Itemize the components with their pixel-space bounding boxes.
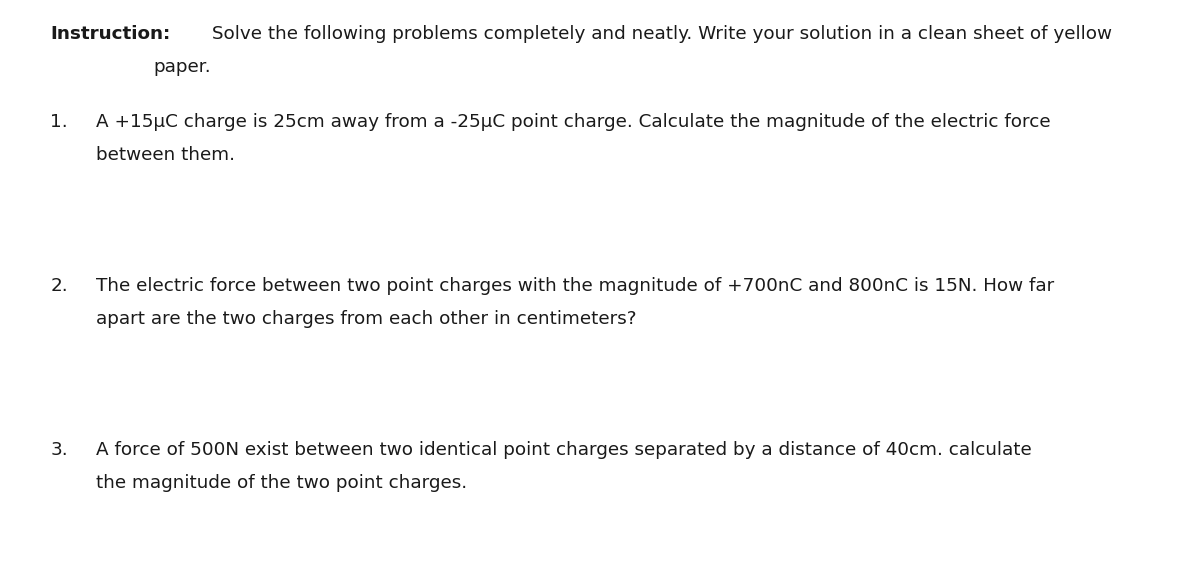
Text: between them.: between them. — [96, 146, 235, 164]
Text: 2.: 2. — [50, 277, 68, 295]
Text: A force of 500N exist between two identical point charges separated by a distanc: A force of 500N exist between two identi… — [96, 441, 1032, 459]
Text: the magnitude of the two point charges.: the magnitude of the two point charges. — [96, 474, 467, 492]
Text: paper.: paper. — [154, 58, 211, 76]
Text: Solve the following problems completely and neatly. Write your solution in a cle: Solve the following problems completely … — [205, 25, 1111, 43]
Text: Instruction:: Instruction: — [50, 25, 170, 43]
Text: A +15μC charge is 25cm away from a -25μC point charge. Calculate the magnitude o: A +15μC charge is 25cm away from a -25μC… — [96, 113, 1051, 131]
Text: 3.: 3. — [50, 441, 68, 459]
Text: The electric force between two point charges with the magnitude of +700nC and 80: The electric force between two point cha… — [96, 277, 1055, 295]
Text: apart are the two charges from each other in centimeters?: apart are the two charges from each othe… — [96, 310, 636, 328]
Text: 1.: 1. — [50, 113, 68, 131]
